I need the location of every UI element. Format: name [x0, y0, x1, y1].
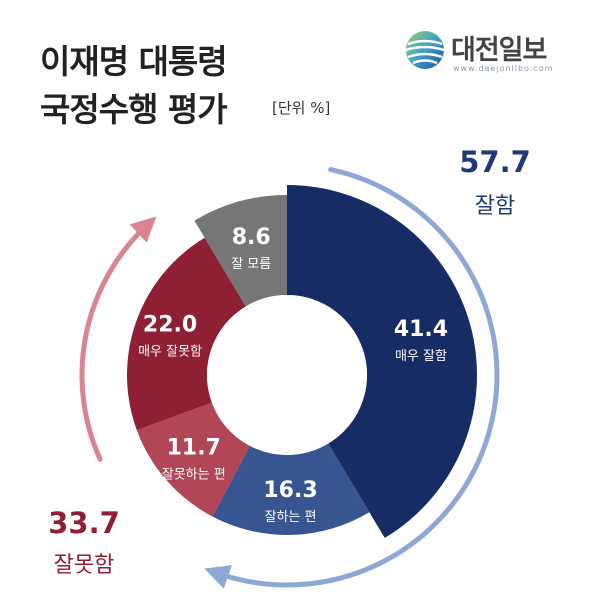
title-line-1: 이재명 대통령: [40, 42, 228, 81]
negative-total-label: 잘못함: [54, 553, 115, 578]
slice-value-label: 11.7: [167, 436, 221, 461]
logo-url: www.daejonilbo.com: [453, 64, 554, 73]
negative-total-value: 33.7: [48, 506, 120, 540]
title-line-2: 국정수행 평가: [40, 90, 228, 129]
donut-hole: [207, 295, 367, 455]
slice-category-label: 매우 잘함: [395, 349, 447, 364]
slice-value-label: 16.3: [263, 478, 317, 503]
slice-category-label: 매우 잘못함: [138, 345, 202, 360]
globe-icon: [405, 31, 445, 69]
slice-category-label: 잘 모름: [231, 257, 271, 272]
slice-value-label: 41.4: [394, 317, 448, 342]
donut-slice: [127, 237, 246, 431]
donut-slice: [194, 195, 287, 307]
positive-group-arrow: [204, 167, 500, 589]
slice-value-label: 8.6: [232, 225, 271, 250]
positive-total-value: 57.7: [459, 145, 531, 179]
chart-title: 이재명 대통령 국정수행 평가: [40, 38, 228, 134]
slice-category-label: 잘하는 편: [265, 510, 317, 525]
logo-name: 대전일보: [451, 35, 547, 66]
donut-slice: [136, 402, 250, 517]
logo: 대전일보 www.daejonilbo.com: [403, 28, 573, 76]
donut-slice: [287, 185, 477, 538]
unit-label: [단위 %]: [272, 99, 331, 117]
donut-slice: [212, 443, 370, 536]
positive-total-label: 잘함: [475, 194, 515, 219]
slice-category-label: 잘못하는 편: [162, 468, 226, 483]
negative-group-arrow: [79, 216, 157, 462]
slice-value-label: 22.0: [143, 313, 197, 338]
